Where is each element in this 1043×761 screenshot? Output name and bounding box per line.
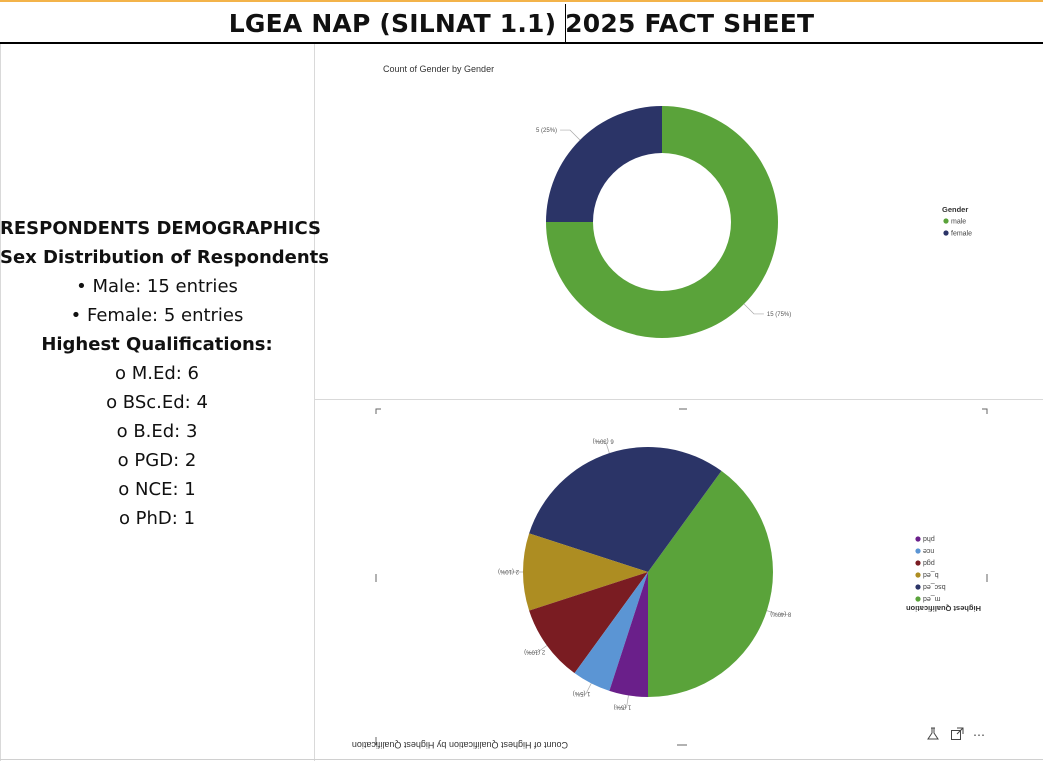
- filter-icon[interactable]: [925, 727, 941, 743]
- qualification-chart-title: Count of Highest Qualification by Highes…: [352, 740, 568, 750]
- qualification-slice-b_ed[interactable]: [522, 533, 648, 611]
- column-divider: [314, 44, 315, 761]
- row-divider: [314, 399, 1043, 400]
- qualification-legend-title: Highest Qualification: [906, 604, 981, 613]
- qualification-slice-pgd[interactable]: [529, 572, 648, 674]
- legend-item-nce[interactable]: nce: [923, 547, 934, 554]
- page-title: LGEA NAP (SILNAT 1.1) 2025 FACT SHEET: [228, 9, 815, 38]
- qualification-leader-line: [595, 441, 610, 454]
- qualification-legend[interactable]: Highest Qualification m_ed bsc_ed b_ed pgd nc…: [906, 535, 981, 613]
- qualification-leader-line: [575, 683, 592, 695]
- sex-distribution-heading: Sex Distribution of Respondents: [0, 247, 329, 268]
- qual-item-phd: o PhD: 1: [118, 508, 196, 529]
- gender-leader-line: [560, 129, 581, 141]
- qualification-slice-nce[interactable]: [574, 572, 648, 691]
- legend-item-female[interactable]: female: [951, 231, 972, 238]
- qual-item-bsced: o BSc.Ed: 4: [106, 392, 208, 413]
- qualification-pie-visual[interactable]: 8 (40%) 6 (30%) 2 (10%) 2 (10%) 1 (5%) 1 (5%)…: [352, 408, 988, 750]
- visual-frame-corners: [375, 408, 988, 746]
- more-options-icon[interactable]: ⋯: [973, 728, 985, 742]
- legend-swatch: [943, 218, 949, 224]
- legend-item-pgd[interactable]: pgd: [923, 559, 935, 566]
- legend-item-phd[interactable]: phd: [923, 535, 935, 542]
- sex-item-male: • Male: 15 entries: [76, 276, 238, 297]
- legend-item-bsc_ed[interactable]: bsc_ed: [923, 583, 946, 590]
- qualification-leader-line: [766, 610, 789, 615]
- legend-swatch: [915, 596, 921, 602]
- legend-swatch: [943, 230, 949, 236]
- qualification-slice-m_ed[interactable]: [648, 470, 774, 697]
- qualification-data-label: 6 (30%): [593, 438, 614, 444]
- qualification-slice-bsc_ed[interactable]: [529, 447, 722, 572]
- legend-item-b_ed[interactable]: b_ed: [923, 571, 939, 578]
- qual-item-pgd: o PGD: 2: [117, 450, 197, 471]
- demographics-summary: RESPONDENTS DEMOGRAPHICS Sex Distributio…: [0, 214, 329, 533]
- legend-swatch: [915, 536, 921, 542]
- qualification-data-label: 1 (5%): [573, 690, 591, 696]
- summary-heading: RESPONDENTS DEMOGRAPHICS: [0, 218, 321, 239]
- gender-slice-female[interactable]: [546, 106, 662, 222]
- qualification-legend-inner: Highest Qualification m_ed bsc_ed b_ed pgd nc…: [906, 535, 981, 613]
- gender-data-label: 15 (75%): [767, 312, 791, 318]
- qualification-data-label: 2 (10%): [498, 568, 519, 574]
- gender-data-label: 5 (25%): [536, 128, 557, 134]
- visual-toolbar: ⋯: [925, 727, 991, 743]
- qualification-data-label: 8 (40%): [770, 610, 791, 616]
- legend-swatch: [915, 560, 921, 566]
- qual-item-nce: o NCE: 1: [118, 479, 196, 500]
- qualification-leader-line: [616, 695, 629, 708]
- legend-item-male[interactable]: male: [951, 219, 966, 226]
- gender-slice-male[interactable]: [546, 106, 778, 338]
- qualifications-heading: Highest Qualifications:: [41, 334, 273, 355]
- legend-swatch: [915, 584, 921, 590]
- legend-swatch: [915, 548, 921, 554]
- text-cursor: [565, 4, 566, 42]
- qualification-leader-line: [527, 645, 548, 653]
- qualification-data-label: 2 (10%): [524, 649, 545, 655]
- qualification-slice-phd[interactable]: [609, 572, 648, 697]
- gender-legend[interactable]: Gender male female: [942, 205, 972, 238]
- gender-leader-line: [743, 303, 764, 315]
- qual-item-bed: o B.Ed: 3: [116, 421, 198, 442]
- legend-swatch: [915, 572, 921, 578]
- legend-item-m_ed[interactable]: m_ed: [923, 595, 941, 602]
- sex-item-female: • Female: 5 entries: [70, 305, 244, 326]
- qual-item-med: o M.Ed: 6: [114, 363, 200, 384]
- left-border: [0, 44, 1, 761]
- focus-mode-icon[interactable]: [949, 727, 965, 743]
- qualification-data-label: 1 (5%): [614, 703, 632, 709]
- gender-legend-title: Gender: [942, 205, 968, 214]
- bottom-border: [0, 759, 1043, 760]
- gender-chart-title: Count of Gender by Gender: [383, 64, 494, 74]
- gender-donut-chart: Count of Gender by Gender 15 (75%) 5 (25%…: [383, 64, 972, 338]
- title-bar: LGEA NAP (SILNAT 1.1) 2025 FACT SHEET: [0, 0, 1043, 44]
